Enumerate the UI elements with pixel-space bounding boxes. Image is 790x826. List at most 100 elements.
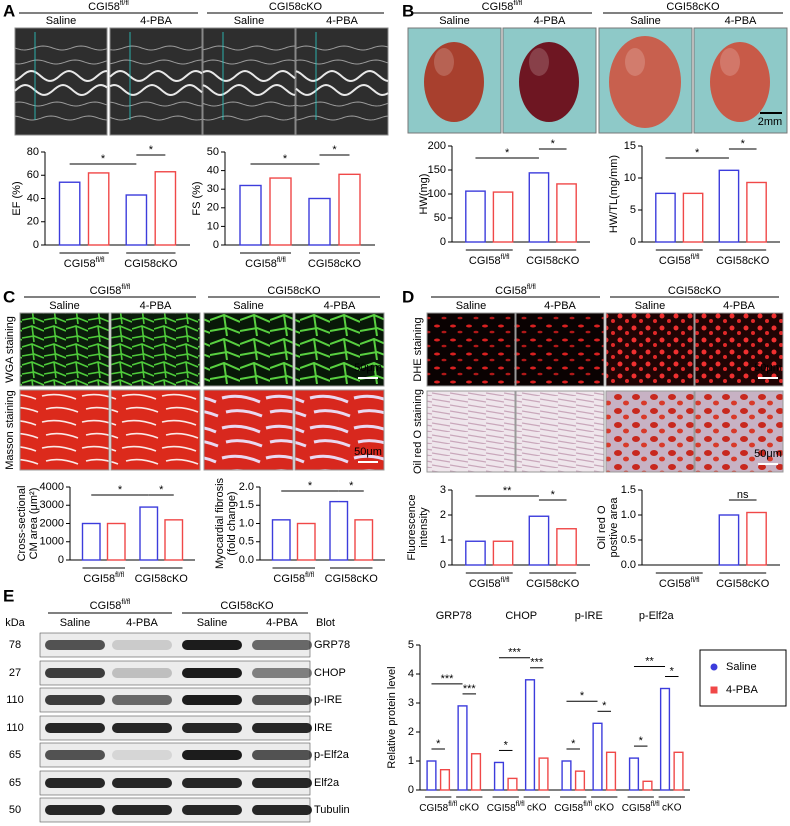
- condition-label: Saline: [197, 617, 228, 629]
- x-tick-label-sup: fl/fl: [651, 801, 660, 808]
- bar: [574, 770, 586, 791]
- y-tick-label: 1: [440, 534, 446, 546]
- echo-trace: [202, 101, 296, 107]
- x-tick-label: CGI58cKO: [135, 573, 189, 585]
- bar: [492, 540, 514, 566]
- echo-trace: [295, 59, 389, 65]
- x-tick-label-sup: fl/fl: [501, 577, 510, 584]
- histology-image: [19, 389, 110, 471]
- x-tick-label-main: CGI58: [659, 578, 691, 590]
- group-header-main: CGI58: [90, 600, 122, 612]
- blot-band: [252, 805, 312, 815]
- panel-letter: B: [402, 1, 414, 20]
- group-header: CGI58cKO: [267, 285, 321, 297]
- scale-label: 2mm: [758, 116, 782, 128]
- condition-label: 4-PBA: [126, 617, 158, 629]
- bar: [556, 528, 577, 566]
- heart: [609, 36, 681, 128]
- group-header-main: CGI58: [495, 285, 527, 297]
- scale-label: 50μm: [354, 362, 382, 374]
- blot-band: [252, 668, 312, 678]
- x-tick-label: CGI58fl/fl: [419, 801, 457, 813]
- kda-label: 78: [9, 639, 21, 651]
- y-tick-label: 60: [27, 169, 39, 181]
- histology-image: [110, 312, 201, 387]
- significance-label: *: [551, 138, 556, 150]
- significance-label: *: [149, 144, 154, 156]
- condition-label: 4-PBA: [140, 15, 172, 27]
- y-axis-label: Oil red O: [596, 505, 608, 549]
- echo-trace: [109, 101, 203, 107]
- condition-label: Saline: [60, 617, 91, 629]
- condition-label: 4-PBA: [140, 300, 172, 312]
- x-tick-label-main: CGI58: [245, 258, 277, 270]
- blot-band: [45, 668, 105, 678]
- x-tick-label: CGI58fl/fl: [622, 801, 660, 813]
- y-tick-label: 10: [624, 172, 636, 184]
- y-tick-label: 50: [434, 212, 446, 224]
- condition-label: Saline: [630, 15, 661, 27]
- y-tick-label: 20: [207, 202, 219, 214]
- y-tick-label: 40: [207, 165, 219, 177]
- kda-label: 65: [9, 749, 21, 761]
- y-tick-label: 0.5: [621, 534, 636, 546]
- group-header-sup: fl/fl: [121, 599, 130, 606]
- condition-label: Saline: [49, 300, 80, 312]
- kda-label: 65: [9, 777, 21, 789]
- y-tick-label: 1000: [40, 536, 64, 548]
- y-axis-label: HW(mg): [418, 174, 430, 215]
- row-label: WGA staining: [4, 316, 16, 383]
- bar: [538, 757, 549, 791]
- y-tick-label: 1.5: [621, 484, 636, 496]
- heart-highlight: [529, 48, 549, 76]
- condition-label: 4-PBA: [723, 300, 755, 312]
- echo-trace: [109, 69, 203, 83]
- echo-trace: [14, 83, 108, 97]
- y-axis-label: Relative protein level: [386, 666, 398, 768]
- group-header: CGI58fl/fl: [90, 599, 131, 612]
- significance-label: *: [580, 690, 585, 702]
- bar: [164, 519, 184, 561]
- echo-trace: [202, 69, 296, 83]
- bar: [493, 761, 505, 791]
- x-tick-label-main: CGI58: [487, 803, 516, 814]
- x-tick-label: cKO: [527, 803, 547, 814]
- blot-band: [112, 668, 172, 678]
- x-tick-label-sup: fl/fl: [115, 572, 124, 579]
- heart: [424, 42, 484, 122]
- significance-label: *: [159, 484, 164, 496]
- significance-label: *: [571, 738, 576, 750]
- kda-label: 110: [6, 722, 24, 734]
- blot-label: Tubulin: [314, 804, 350, 816]
- bar: [655, 192, 676, 243]
- x-tick-label-main: CGI58: [64, 258, 96, 270]
- blot-band: [252, 723, 312, 733]
- significance-label: *: [602, 700, 607, 712]
- bar: [628, 757, 640, 791]
- x-tick-label-main: CGI58: [469, 578, 501, 590]
- blot-label: p-IRE: [314, 694, 342, 706]
- echo-trace: [295, 83, 389, 97]
- y-tick-label: 20: [27, 216, 39, 228]
- y-tick-label: 1.5: [239, 499, 254, 511]
- x-tick-label-main: CGI58: [273, 573, 305, 585]
- blot-band: [182, 640, 242, 650]
- bar: [465, 540, 486, 566]
- condition-label: 4-PBA: [266, 617, 298, 629]
- y-tick-label: 5: [408, 639, 414, 651]
- echo-trace: [14, 69, 108, 83]
- echo-trace: [14, 101, 108, 107]
- blot-band: [112, 750, 172, 760]
- scale-label: 50μm: [754, 448, 782, 460]
- y-tick-label: 2000: [40, 517, 64, 529]
- histology-image: [605, 312, 695, 387]
- bar: [239, 184, 262, 246]
- bar: [673, 751, 684, 791]
- blot-band: [182, 723, 242, 733]
- bar: [465, 190, 486, 243]
- significance-label: *: [101, 153, 106, 165]
- x-tick-label-sup: fl/fl: [691, 577, 700, 584]
- echo-trace: [109, 45, 203, 51]
- bar: [592, 722, 603, 791]
